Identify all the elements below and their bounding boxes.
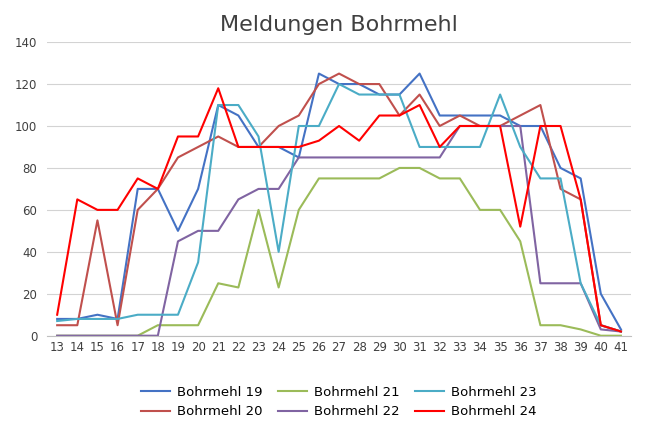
Title: Meldungen Bohrmehl: Meldungen Bohrmehl: [220, 15, 458, 35]
Legend: Bohrmehl 19, Bohrmehl 20, Bohrmehl 21, Bohrmehl 22, Bohrmehl 23, Bohrmehl 24: Bohrmehl 19, Bohrmehl 20, Bohrmehl 21, B…: [136, 380, 542, 424]
